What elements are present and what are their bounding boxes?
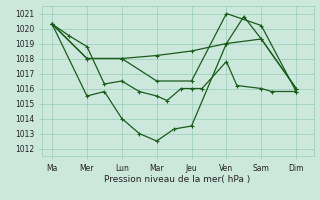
X-axis label: Pression niveau de la mer( hPa ): Pression niveau de la mer( hPa ) xyxy=(104,175,251,184)
